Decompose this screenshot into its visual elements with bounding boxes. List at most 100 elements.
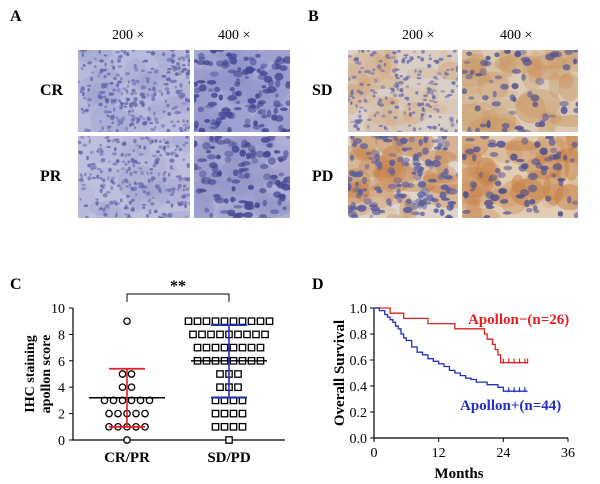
panel-b-row-label-sd: SD bbox=[312, 82, 333, 99]
cell-nucleus bbox=[143, 185, 148, 189]
cell-nucleus bbox=[263, 75, 273, 83]
cell-nucleus bbox=[150, 201, 155, 206]
cell-nucleus bbox=[80, 86, 86, 91]
cell-nucleus bbox=[368, 156, 375, 161]
data-point-sd-pd bbox=[234, 383, 242, 392]
cell-nucleus bbox=[154, 126, 157, 129]
cell-nucleus bbox=[557, 211, 564, 217]
cell-nucleus bbox=[117, 99, 122, 103]
cell-nucleus bbox=[90, 163, 96, 166]
cell-nucleus bbox=[465, 137, 475, 142]
data-point-sd-pd bbox=[211, 422, 220, 431]
cell-nucleus bbox=[206, 154, 217, 160]
cell-nucleus bbox=[373, 113, 377, 118]
cell-nucleus bbox=[361, 50, 365, 54]
cell-nucleus bbox=[82, 63, 86, 67]
cell-nucleus bbox=[144, 161, 148, 164]
cell-nucleus bbox=[558, 179, 564, 187]
cell-nucleus bbox=[273, 191, 282, 198]
cell-nucleus bbox=[125, 169, 129, 174]
cell-nucleus bbox=[108, 115, 112, 119]
cell-nucleus bbox=[528, 173, 538, 181]
data-point-cr-pr bbox=[118, 370, 127, 378]
cell-nucleus bbox=[367, 118, 372, 122]
tissue-region bbox=[202, 52, 231, 88]
micrograph-b-pd-400 bbox=[462, 136, 578, 218]
cell-nucleus bbox=[426, 87, 432, 91]
cell-nucleus bbox=[454, 129, 458, 132]
cell-nucleus bbox=[100, 149, 104, 154]
data-point-sd-pd bbox=[202, 317, 211, 326]
cell-nucleus bbox=[127, 153, 131, 156]
y-tick-label: 10 bbox=[51, 302, 65, 317]
cell-nucleus bbox=[572, 200, 578, 205]
tissue-region bbox=[348, 65, 367, 95]
cell-nucleus bbox=[474, 105, 481, 112]
cell-nucleus bbox=[378, 59, 383, 63]
cell-nucleus bbox=[135, 193, 138, 196]
cell-nucleus bbox=[431, 139, 440, 144]
cell-nucleus bbox=[359, 82, 364, 86]
cell-nucleus bbox=[110, 64, 115, 67]
cell-nucleus bbox=[82, 109, 85, 115]
cell-nucleus bbox=[196, 59, 206, 65]
cell-nucleus bbox=[198, 84, 207, 92]
cell-nucleus bbox=[179, 96, 184, 99]
cell-nucleus bbox=[378, 103, 385, 107]
tissue-region bbox=[233, 79, 269, 105]
cell-nucleus bbox=[488, 79, 494, 84]
cell-nucleus bbox=[155, 120, 159, 125]
tissue-region bbox=[521, 60, 542, 91]
micrograph-b-pd-200 bbox=[348, 136, 458, 218]
y-axis-label: IHC stainingapollon score bbox=[23, 335, 54, 414]
cell-nucleus bbox=[415, 166, 424, 170]
cell-nucleus bbox=[497, 172, 506, 178]
cell-nucleus bbox=[113, 138, 119, 141]
cell-nucleus bbox=[491, 101, 501, 107]
cell-nucleus bbox=[548, 114, 557, 118]
cell-nucleus bbox=[348, 76, 351, 81]
cell-nucleus bbox=[100, 170, 103, 174]
cell-nucleus bbox=[152, 86, 156, 91]
data-point-sd-pd bbox=[211, 409, 220, 418]
cell-nucleus bbox=[155, 157, 160, 162]
data-point-sd-pd bbox=[229, 343, 238, 352]
cell-nucleus bbox=[110, 114, 116, 119]
cell-nucleus bbox=[420, 116, 424, 121]
tissue-region bbox=[194, 109, 213, 132]
data-point-sd-pd bbox=[198, 330, 206, 339]
cell-nucleus bbox=[456, 85, 458, 88]
cell-nucleus bbox=[400, 137, 408, 145]
cell-nucleus bbox=[414, 69, 417, 73]
cell-nucleus bbox=[408, 136, 416, 143]
cell-nucleus bbox=[571, 141, 578, 148]
cell-nucleus bbox=[175, 144, 179, 149]
data-point-cr-pr bbox=[123, 436, 131, 444]
cell-nucleus bbox=[210, 50, 218, 54]
cell-nucleus bbox=[255, 53, 261, 58]
cell-nucleus bbox=[379, 68, 382, 71]
cell-nucleus bbox=[102, 193, 108, 198]
x-tick-label: 0 bbox=[371, 446, 378, 461]
cell-nucleus bbox=[423, 136, 429, 141]
cell-nucleus bbox=[145, 136, 149, 140]
cell-nucleus bbox=[237, 174, 248, 179]
cell-nucleus bbox=[412, 157, 421, 164]
cell-nucleus bbox=[552, 153, 562, 160]
tissue-region bbox=[86, 167, 124, 180]
cell-nucleus bbox=[266, 181, 273, 189]
cell-nucleus bbox=[405, 161, 410, 167]
cell-nucleus bbox=[194, 59, 199, 63]
cell-nucleus bbox=[418, 127, 422, 131]
cell-nucleus bbox=[535, 77, 545, 86]
cell-nucleus bbox=[358, 70, 362, 74]
cell-nucleus bbox=[130, 114, 135, 117]
tissue-region bbox=[133, 136, 151, 156]
cell-nucleus bbox=[211, 164, 219, 173]
cell-nucleus bbox=[391, 55, 396, 60]
cell-nucleus bbox=[428, 54, 432, 57]
cell-nucleus bbox=[401, 93, 404, 97]
cell-nucleus bbox=[403, 206, 413, 214]
cell-nucleus bbox=[432, 89, 437, 93]
micrograph-a-pr-400 bbox=[194, 136, 290, 218]
